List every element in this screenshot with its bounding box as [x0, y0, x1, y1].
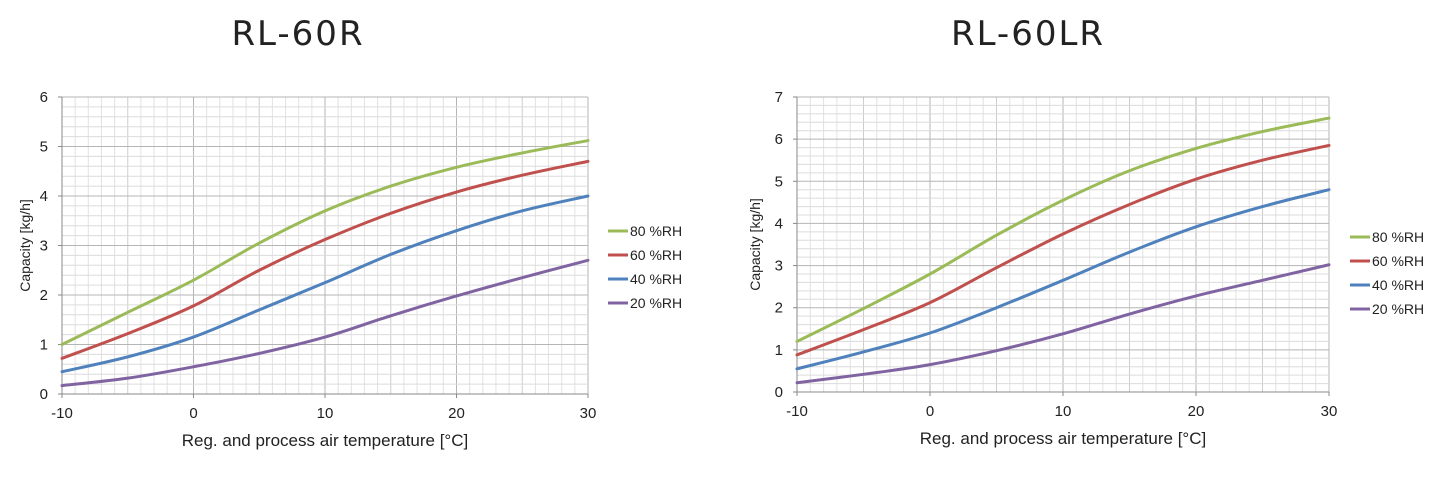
chart-title: RL-60LR — [950, 14, 1106, 54]
y-tick-label: 0 — [775, 384, 783, 401]
series-line-20rh — [60, 258, 590, 388]
chart-title: RL-60R — [231, 14, 365, 54]
series-line-60rh — [795, 143, 1331, 357]
y-tick-label: 4 — [775, 215, 783, 232]
legend-label: 40 %RH — [630, 271, 682, 287]
y-tick-label: 6 — [40, 89, 48, 106]
y-tick-label: 7 — [775, 89, 783, 106]
x-tick-label: 10 — [317, 405, 334, 422]
x-axis-title: Reg. and process air temperature [°C] — [920, 429, 1207, 448]
series-line-20rh — [795, 263, 1331, 385]
y-tick-label: 6 — [775, 131, 783, 148]
series-line-40rh — [60, 194, 590, 374]
legend: 80 %RH 60 %RH 40 %RH 20 %RH — [1350, 229, 1424, 317]
x-tick-label: 0 — [926, 403, 934, 420]
legend-label: 60 %RH — [1372, 253, 1424, 269]
series-line-80rh — [795, 116, 1331, 343]
chart-panel-rl-60r: RL-60R -10 0 10 20 30 0 1 2 3 4 5 6 Reg. and process… — [0, 0, 720, 500]
y-tick-label: 2 — [40, 287, 48, 304]
legend-label: 80 %RH — [1372, 229, 1424, 245]
legend-label: 20 %RH — [630, 295, 682, 311]
y-tick-label: 0 — [40, 386, 48, 403]
x-tick-label: 20 — [448, 405, 465, 422]
x-axis-title: Reg. and process air temperature [°C] — [182, 431, 469, 450]
x-tick-label: 0 — [189, 405, 197, 422]
series-line-60rh — [60, 159, 590, 360]
grid — [62, 96, 589, 394]
series-line-40rh — [795, 188, 1331, 371]
legend-label: 80 %RH — [630, 223, 682, 239]
y-axis-title: Capacity [kg/h] — [17, 199, 33, 292]
y-tick-label: 4 — [40, 188, 48, 205]
legend-label: 60 %RH — [630, 247, 682, 263]
x-tick-label: 30 — [580, 405, 597, 422]
y-tick-label: 1 — [40, 337, 48, 354]
y-tick-label: 5 — [775, 173, 783, 190]
series-line-80rh — [60, 139, 590, 346]
x-tick-label: 30 — [1321, 403, 1338, 420]
legend: 80 %RH 60 %RH 40 %RH 20 %RH — [608, 223, 682, 311]
x-tick-label: 20 — [1188, 403, 1205, 420]
x-tick-label: -10 — [786, 403, 808, 420]
x-tick-label: -10 — [51, 405, 73, 422]
y-tick-label: 5 — [40, 139, 48, 156]
x-tick-label: 10 — [1055, 403, 1072, 420]
y-tick-label: 2 — [775, 300, 783, 317]
y-tick-label: 1 — [775, 342, 783, 359]
legend-label: 40 %RH — [1372, 277, 1424, 293]
y-tick-label: 3 — [775, 258, 783, 275]
grid — [797, 96, 1330, 392]
legend-label: 20 %RH — [1372, 301, 1424, 317]
y-axis-title: Capacity [kg/h] — [747, 198, 763, 291]
y-tick-label: 3 — [40, 238, 48, 255]
chart-panel-rl-60lr: RL-60LR -10 0 10 20 30 0 1 2 3 4 5 6 7 Reg. and proce… — [722, 0, 1445, 500]
